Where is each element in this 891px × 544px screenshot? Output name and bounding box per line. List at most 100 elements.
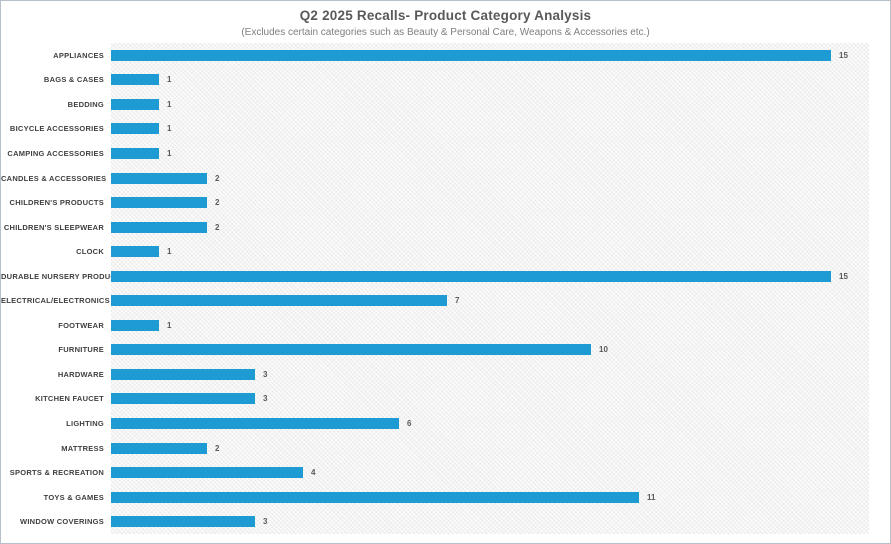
bar-track: 4 (111, 460, 869, 485)
bar-row: LIGHTING 6 (1, 411, 869, 436)
bar-row: KITCHEN FAUCET 3 (1, 387, 869, 412)
category-label: BICYCLE ACCESSORIES (9, 124, 104, 134)
bar-row: BAGS & CASES 1 (1, 68, 869, 93)
bar-value-label: 2 (215, 222, 220, 232)
bar[interactable] (111, 270, 831, 282)
bar-track: 1 (111, 92, 869, 117)
bar-row: WINDOW COVERINGS 3 (1, 509, 869, 534)
bar-value-label: 2 (215, 198, 220, 208)
bar-track: 1 (111, 313, 869, 338)
bar-track: 11 (111, 485, 869, 510)
bar-track: 1 (111, 68, 869, 93)
bar-row: TOYS & GAMES 11 (1, 485, 869, 510)
bar-value-label: 15 (839, 271, 848, 281)
category-label: BAGS & CASES (43, 75, 104, 85)
category-label: CLOCK (76, 247, 104, 257)
category-label: HARDWARE (57, 369, 104, 379)
bar-track: 2 (111, 190, 869, 215)
bar-row: FURNITURE 10 (1, 338, 869, 363)
bar[interactable] (111, 147, 159, 159)
bar-row: ELECTRICAL/ELECTRONICS 7 (1, 288, 869, 313)
bar[interactable] (111, 442, 207, 454)
bar-value-label: 1 (167, 99, 172, 109)
bar-value-label: 1 (167, 320, 172, 330)
bar-track: 6 (111, 411, 869, 436)
bar[interactable] (111, 74, 159, 86)
category-label: FOOTWEAR (58, 320, 104, 330)
bar-value-label: 15 (839, 50, 848, 60)
bar-row: CAMPING ACCESSORIES 1 (1, 141, 869, 166)
category-label: SPORTS & RECREATION (9, 468, 104, 478)
bar[interactable] (111, 491, 639, 503)
bar-value-label: 1 (167, 75, 172, 85)
bar[interactable] (111, 319, 159, 331)
bar-value-label: 11 (647, 492, 656, 502)
bar[interactable] (111, 516, 255, 528)
category-label: FURNITURE (58, 345, 104, 355)
category-label: DURABLE NURSERY PRODUCT (1, 271, 121, 281)
bar-row: DURABLE NURSERY PRODUCT 15 (1, 264, 869, 289)
bar-row: CHILDREN'S SLEEPWEAR 2 (1, 215, 869, 240)
bar-value-label: 1 (167, 247, 172, 257)
bar-row: CHILDREN'S PRODUCTS 2 (1, 190, 869, 215)
chart-subtitle: (Excludes certain categories such as Bea… (241, 27, 650, 38)
bar-value-label: 1 (167, 148, 172, 158)
category-label: WINDOW COVERINGS (20, 517, 104, 527)
bar-track: 7 (111, 288, 869, 313)
bar[interactable] (111, 49, 831, 61)
bar-value-label: 3 (263, 517, 268, 527)
bar[interactable] (111, 172, 207, 184)
bar-value-label: 3 (263, 369, 268, 379)
bar-value-label: 7 (455, 296, 460, 306)
bar-track: 1 (111, 239, 869, 264)
bar[interactable] (111, 221, 207, 233)
chart-header: Q2 2025 Recalls- Product Category Analys… (1, 8, 890, 38)
bar-value-label: 6 (407, 418, 412, 428)
category-label: KITCHEN FAUCET (35, 394, 104, 404)
bar-track: 3 (111, 387, 869, 412)
category-label: LIGHTING (66, 418, 104, 428)
bar[interactable] (111, 98, 159, 110)
bar-value-label: 10 (599, 345, 608, 355)
bar-track: 2 (111, 436, 869, 461)
category-label: APPLIANCES (53, 50, 104, 60)
category-label: CHILDREN'S PRODUCTS (9, 198, 104, 208)
bar-row: FOOTWEAR 1 (1, 313, 869, 338)
bar[interactable] (111, 246, 159, 258)
bar-track: 1 (111, 117, 869, 142)
bar-track: 15 (111, 264, 869, 289)
bar-row: SPORTS & RECREATION 4 (1, 460, 869, 485)
bar-row: APPLIANCES 15 (1, 43, 869, 68)
bar-value-label: 4 (311, 468, 316, 478)
bar-track: 1 (111, 141, 869, 166)
bar-value-label: 2 (215, 173, 220, 183)
bar[interactable] (111, 467, 303, 479)
bar-track: 10 (111, 338, 869, 363)
bar[interactable] (111, 368, 255, 380)
bar-row: CLOCK 1 (1, 239, 869, 264)
category-label: ELECTRICAL/ELECTRONICS (1, 296, 110, 306)
category-label: CANDLES & ACCESSORIES (1, 173, 107, 183)
category-label: CAMPING ACCESSORIES (7, 148, 104, 158)
category-label: TOYS & GAMES (43, 492, 104, 502)
bar[interactable] (111, 417, 399, 429)
bar[interactable] (111, 197, 207, 209)
bar-track: 15 (111, 43, 869, 68)
category-label: BEDDING (67, 99, 104, 109)
plot-area-background (111, 43, 869, 534)
bar-track: 3 (111, 509, 869, 534)
chart-title: Q2 2025 Recalls- Product Category Analys… (299, 8, 592, 23)
bar-value-label: 2 (215, 443, 220, 453)
category-label: CHILDREN'S SLEEPWEAR (3, 222, 104, 232)
category-label: MATTRESS (61, 443, 104, 453)
bar-row: MATTRESS 2 (1, 436, 869, 461)
bar[interactable] (111, 123, 159, 135)
bar-track: 2 (111, 166, 869, 191)
bar[interactable] (111, 295, 447, 307)
bar-row: BICYCLE ACCESSORIES 1 (1, 117, 869, 142)
bar-row: BEDDING 1 (1, 92, 869, 117)
bar-value-label: 3 (263, 394, 268, 404)
bar[interactable] (111, 344, 591, 356)
bar[interactable] (111, 393, 255, 405)
